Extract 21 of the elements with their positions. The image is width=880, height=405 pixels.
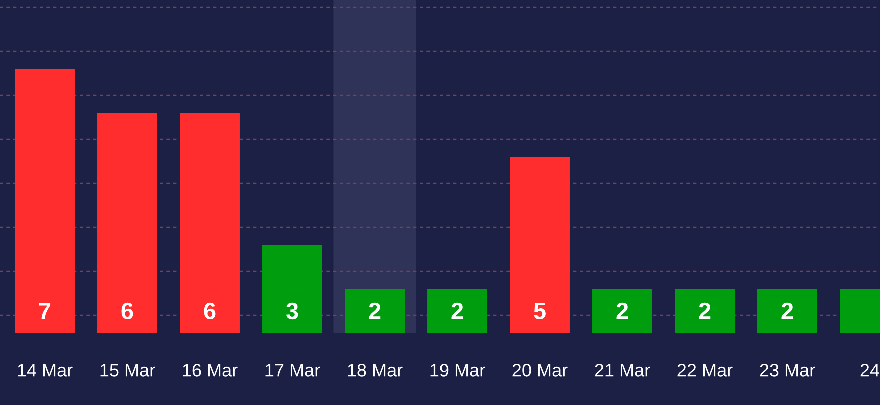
x-tick-label: 22 Mar <box>678 364 733 377</box>
x-tick-label: 17 Mar <box>266 364 320 377</box>
x-tick-label: 23 Mar <box>760 364 816 377</box>
x-tick-label: 18 Mar <box>348 364 403 377</box>
x-tick-label: 15 Mar <box>100 364 156 377</box>
data-label: 5 <box>534 303 546 320</box>
data-label: 3 <box>286 302 298 320</box>
x-tick-label: 20 Mar <box>512 364 568 377</box>
x-tick-label: 14 Mar <box>18 364 73 377</box>
data-label: 2 <box>452 302 464 320</box>
x-tick-label: 19 Mar <box>430 364 486 377</box>
x-tick-label: 16 Mar <box>183 364 238 377</box>
data-label: 2 <box>369 302 381 320</box>
data-label: 2 <box>699 302 711 320</box>
data-label: 2 <box>782 302 794 320</box>
data-label: 6 <box>122 302 134 320</box>
x-tick-label: 21 Mar <box>595 364 650 377</box>
data-label: 6 <box>204 302 216 320</box>
data-label: 7 <box>39 303 51 320</box>
x-tick-label: 24 <box>860 364 880 377</box>
data-label: 2 <box>616 302 628 320</box>
